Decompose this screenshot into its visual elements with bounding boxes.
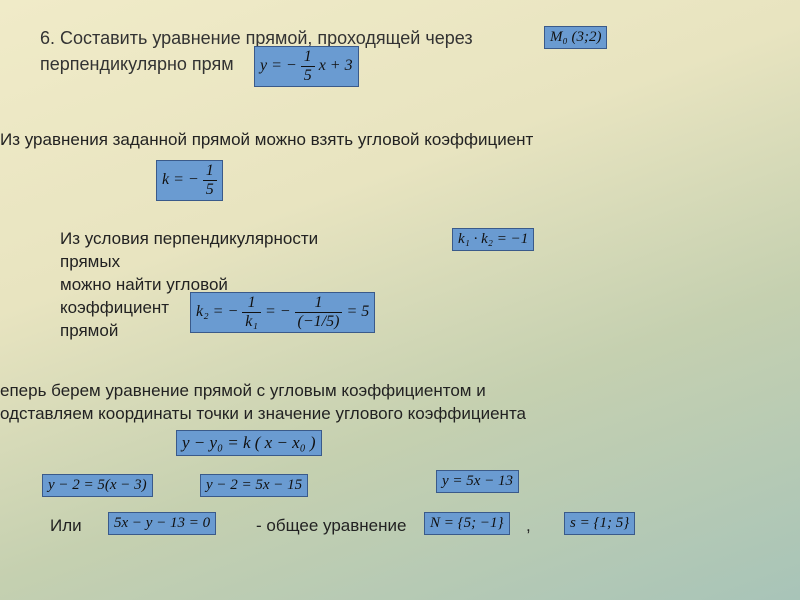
direction-vector: s = {1; 5}: [564, 512, 635, 535]
step3-line1: еперь берем уравнение прямой с угловым к…: [0, 380, 526, 403]
k-value: k = − 1 5: [156, 160, 223, 201]
step2-line1: Из условия перпендикулярности: [60, 228, 318, 251]
step2-line2: прямых: [60, 251, 318, 274]
general-eq: 5x − y − 13 = 0: [108, 512, 216, 535]
k2-derivation: k₂ = − 1 k₁ = − 1 (−1/5) = 5: [190, 292, 375, 333]
comma: ,: [526, 516, 531, 535]
normal-vector: N = {5; −1}: [424, 512, 510, 535]
point-slope-form: y − y₀ = k ( x − x₀ ): [176, 430, 322, 456]
point-m0: M₀ (3;2): [544, 26, 607, 49]
problem-text-1: Составить уравнение прямой, проходящей ч…: [60, 28, 473, 48]
step3-line2: одставляем координаты точки и значение у…: [0, 403, 526, 426]
general-label: - общее уравнение: [256, 516, 406, 535]
eq-final-slope: y = 5x − 13: [436, 470, 519, 493]
perp-condition: k₁ · k₂ = −1: [452, 228, 534, 251]
eq-step1: y − 2 = 5(x − 3): [42, 474, 153, 497]
or-label: Или: [50, 516, 82, 535]
given-line-eq: y = − 1 5 x + 3: [254, 46, 359, 87]
step1-text: Из уравнения заданной прямой можно взять…: [0, 130, 533, 149]
problem-text-2: перпендикулярно прям: [40, 54, 234, 74]
eq-step2: y − 2 = 5x − 15: [200, 474, 308, 497]
problem-number: 6.: [40, 28, 55, 48]
